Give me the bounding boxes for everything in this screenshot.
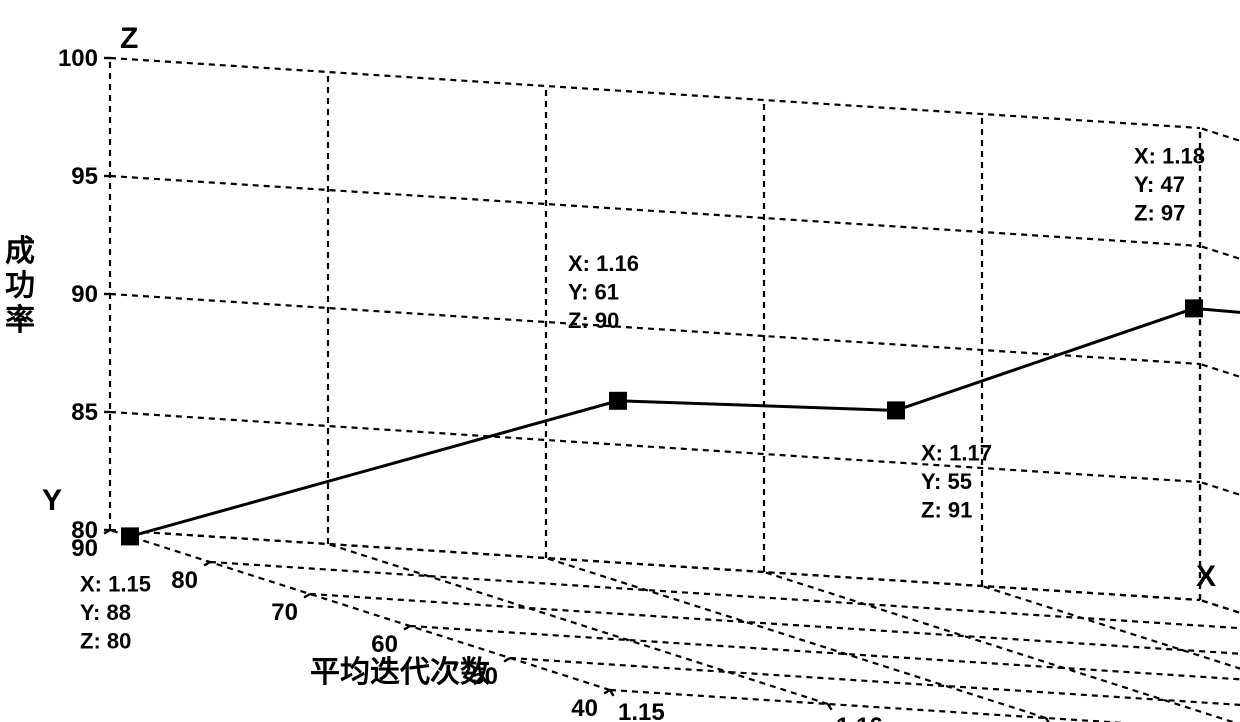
z-tick: 95 — [71, 163, 98, 190]
point-callout: Z: 91 — [921, 498, 972, 523]
data-marker — [1185, 299, 1203, 317]
y-tick: 90 — [71, 535, 98, 562]
point-callout: X: 1.18 — [1134, 143, 1205, 168]
z-label: 率 — [5, 304, 35, 337]
point-callout: Y: 88 — [80, 600, 131, 625]
point-callout: Y: 47 — [1134, 172, 1185, 197]
point-callout: Y: 61 — [568, 279, 619, 304]
chart-3d: 808590951004050607080901.151.161.171.181… — [0, 0, 1240, 722]
x-letter: X — [1196, 560, 1216, 593]
y-tick: 60 — [371, 631, 398, 658]
x-tick: 1.15 — [618, 699, 665, 722]
point-callout: Y: 55 — [921, 469, 972, 494]
point-callout: Z: 90 — [568, 308, 619, 333]
y-letter: Y — [42, 484, 62, 517]
data-marker — [609, 392, 627, 410]
data-marker — [887, 401, 905, 419]
y-tick: 40 — [571, 695, 598, 722]
y-tick: 80 — [171, 567, 198, 594]
point-callout: Z: 80 — [80, 629, 131, 654]
x-tick: 1.16 — [836, 713, 883, 722]
z-label: 成 — [5, 235, 35, 268]
z-tick: 100 — [58, 45, 98, 72]
point-callout: X: 1.15 — [80, 571, 151, 596]
data-line — [130, 308, 1240, 536]
data-marker — [121, 527, 139, 545]
point-callout: X: 1.16 — [568, 251, 639, 276]
z-letter: Z — [120, 22, 138, 55]
z-tick: 85 — [71, 399, 98, 426]
z-tick: 90 — [71, 281, 98, 308]
point-callout: X: 1.17 — [921, 440, 992, 465]
y-tick: 70 — [271, 599, 298, 626]
point-callout: Z: 97 — [1134, 201, 1185, 226]
y-label: 平均迭代次数 — [310, 656, 491, 689]
z-label: 功 — [5, 270, 35, 303]
